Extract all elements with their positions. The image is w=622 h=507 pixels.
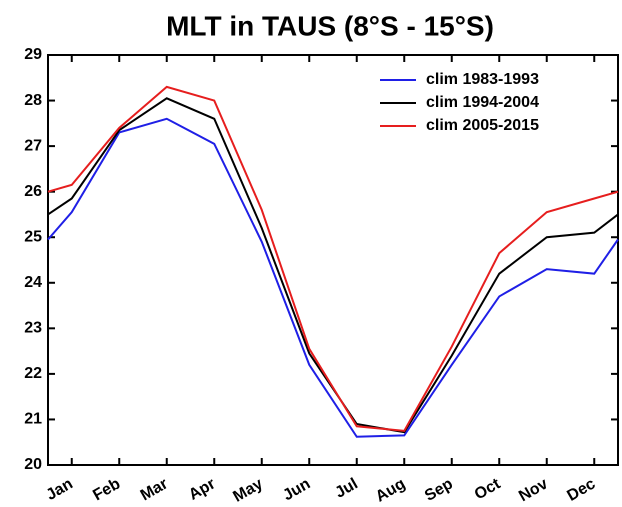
chart-title: MLT in TAUS (8°S - 15°S) bbox=[166, 10, 494, 41]
x-tick-label: Nov bbox=[516, 475, 551, 505]
x-tick-label: Aug bbox=[373, 475, 408, 505]
y-tick-label: 21 bbox=[24, 411, 42, 428]
x-tick-label: Jul bbox=[332, 475, 361, 501]
y-tick-label: 24 bbox=[24, 274, 42, 291]
y-tick-label: 25 bbox=[24, 228, 42, 245]
x-tick-label: Oct bbox=[472, 475, 504, 503]
y-tick-label: 27 bbox=[24, 137, 42, 154]
x-tick-label: Jun bbox=[280, 475, 313, 504]
y-tick-label: 22 bbox=[24, 365, 42, 382]
x-tick-label: Mar bbox=[138, 475, 171, 504]
legend-label: clim 1983-1993 bbox=[426, 71, 539, 88]
plot-frame bbox=[47, 54, 619, 466]
series-line bbox=[47, 117, 619, 438]
y-tick-label: 20 bbox=[24, 456, 42, 473]
series-line bbox=[47, 97, 619, 434]
x-tick-label: May bbox=[230, 475, 266, 505]
x-tick-label: Sep bbox=[422, 475, 456, 505]
x-tick-label: Dec bbox=[564, 475, 598, 504]
x-tick-label: Jan bbox=[43, 475, 75, 504]
x-tick-label: Feb bbox=[90, 475, 123, 504]
y-tick-label: 23 bbox=[24, 320, 42, 337]
y-tick-label: 29 bbox=[24, 46, 42, 63]
legend-label: clim 2005-2015 bbox=[426, 117, 539, 134]
legend-label: clim 1994-2004 bbox=[426, 94, 539, 111]
series-line bbox=[47, 85, 619, 432]
x-tick-label: Apr bbox=[186, 475, 218, 504]
y-tick-label: 28 bbox=[24, 92, 42, 109]
y-tick-label: 26 bbox=[24, 183, 42, 200]
